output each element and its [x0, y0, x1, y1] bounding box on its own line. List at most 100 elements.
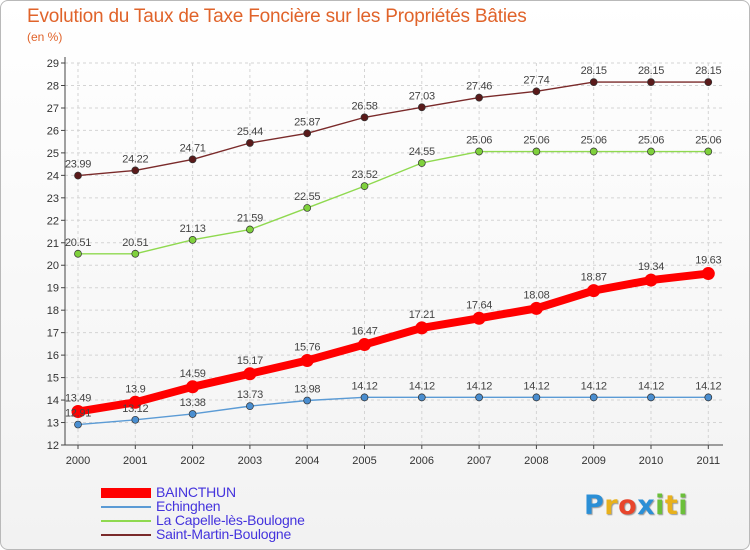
data-label-3-0: 23.99	[65, 159, 91, 171]
series-line-3	[77, 81, 709, 177]
data-label-1-10: 14.12	[638, 380, 664, 392]
data-label-0-0: 13.49	[65, 393, 91, 405]
data-point-1-4	[303, 396, 312, 405]
logo-letter: P	[584, 490, 605, 521]
data-point-2-3	[246, 225, 254, 234]
legend-label-echinghen: Echinghen	[156, 498, 221, 514]
data-point-3-11	[704, 78, 713, 86]
data-label-1-9: 14.12	[581, 380, 607, 392]
data-label-2-2: 21.13	[180, 223, 206, 235]
data-point-1-8	[532, 393, 541, 402]
data-point-0-6	[415, 321, 429, 335]
y-tick-label: 27	[47, 103, 59, 115]
data-label-1-1: 13.12	[122, 403, 148, 415]
y-tick-label: 20	[47, 260, 59, 272]
legend-swatch-saint-martin	[101, 534, 151, 536]
legend-item-saint-martin: Saint-Martin-Boulogne	[101, 526, 381, 542]
x-tick-label: 2001	[123, 455, 147, 467]
data-point-2-9	[589, 147, 598, 156]
data-point-3-0	[74, 171, 82, 180]
grid-lines	[65, 62, 723, 445]
data-label-2-6: 24.55	[409, 146, 435, 158]
data-label-2-8: 25.06	[523, 135, 549, 147]
data-point-0-7	[472, 311, 486, 325]
data-label-0-3: 15.17	[237, 355, 263, 367]
x-tick-label: 2002	[180, 455, 204, 467]
data-point-0-2	[186, 380, 200, 394]
data-label-1-0: 12.91	[65, 408, 91, 420]
x-tick-label: 2010	[639, 455, 663, 467]
y-tick-label: 14	[47, 395, 59, 407]
axes: 12 13 14 15 16 17 18 19 20 21 22 23 24 25 26 27 28 29 2000…	[47, 57, 723, 467]
x-tick-label: 2003	[238, 455, 262, 467]
x-tick-label: 2011	[696, 455, 720, 467]
data-point-0-3	[243, 367, 257, 381]
data-label-1-2: 13.38	[180, 397, 206, 409]
data-label-0-8: 18.08	[523, 289, 549, 301]
series-line-2	[77, 150, 709, 255]
legend-label-la-capelle: La Capelle-lès-Boulogne	[156, 512, 305, 528]
data-point-0-0	[71, 405, 85, 419]
data-label-0-1: 13.9	[125, 383, 145, 395]
data-point-3-4	[303, 129, 312, 138]
y-tick-label: 19	[47, 283, 59, 295]
data-label-1-6: 14.12	[409, 380, 435, 392]
data-point-3-7	[475, 93, 483, 102]
data-label-2-3: 21.59	[237, 213, 263, 225]
data-point-1-0	[74, 420, 82, 429]
data-point-3-1	[131, 166, 140, 175]
y-tick-label: 16	[47, 350, 59, 362]
data-label-1-11: 14.12	[695, 380, 721, 392]
legend-label-baincthun: BAINCTHUN	[156, 484, 236, 500]
data-point-0-4	[300, 354, 314, 368]
x-tick-label: 2006	[410, 455, 434, 467]
y-tick-label: 28	[47, 80, 59, 92]
data-point-1-9	[589, 393, 598, 402]
data-point-2-2	[188, 235, 197, 244]
data-label-2-9: 25.06	[581, 135, 607, 147]
y-tick-label: 18	[47, 305, 59, 317]
legend-item-la-capelle: La Capelle-lès-Boulogne	[101, 512, 381, 528]
x-tick-label: 2004	[295, 455, 319, 467]
data-label-2-5: 23.52	[351, 169, 377, 181]
data-label-0-6: 17.21	[409, 309, 435, 321]
data-point-0-8	[529, 301, 543, 315]
data-point-3-5	[360, 113, 369, 122]
y-tick-label: 22	[47, 215, 59, 227]
series-line-0	[74, 269, 713, 416]
data-point-2-6	[417, 159, 426, 167]
data-point-0-5	[358, 338, 371, 352]
x-tick-label: 2009	[581, 455, 605, 467]
data-labels: 23.99 24.22 24.71 25.44 25.87 26.58 27.03 27.46…	[65, 65, 722, 419]
y-tick-label: 12	[47, 440, 59, 452]
data-label-3-8: 27.74	[523, 74, 549, 86]
data-point-1-3	[246, 402, 254, 410]
data-point-3-3	[246, 139, 254, 147]
data-label-2-10: 25.06	[638, 135, 664, 147]
data-point-1-11	[704, 393, 713, 402]
y-tick-label: 26	[47, 125, 59, 137]
data-point-2-1	[131, 249, 140, 258]
legend-swatch-echinghen	[101, 506, 151, 508]
data-label-2-1: 20.51	[122, 237, 148, 249]
y-tick-label: 23	[47, 193, 59, 205]
data-label-2-0: 20.51	[65, 237, 91, 249]
data-point-3-10	[647, 78, 655, 86]
y-tick-label: 25	[47, 148, 59, 160]
logo-letter: r	[604, 490, 619, 521]
x-tick-label: 2008	[524, 455, 548, 467]
data-label-1-5: 14.12	[351, 380, 377, 392]
data-point-1-10	[647, 393, 655, 402]
data-point-1-7	[475, 393, 483, 402]
data-label-0-9: 18.87	[581, 272, 607, 284]
y-tick-label: 15	[47, 373, 59, 385]
x-tick-label: 2005	[352, 455, 376, 467]
data-point-0-1	[128, 395, 142, 409]
data-point-3-9	[589, 78, 598, 86]
data-label-1-7: 14.12	[466, 380, 492, 392]
logo-letter: x	[637, 490, 656, 521]
data-point-1-5	[360, 393, 369, 402]
data-point-3-6	[417, 103, 426, 112]
